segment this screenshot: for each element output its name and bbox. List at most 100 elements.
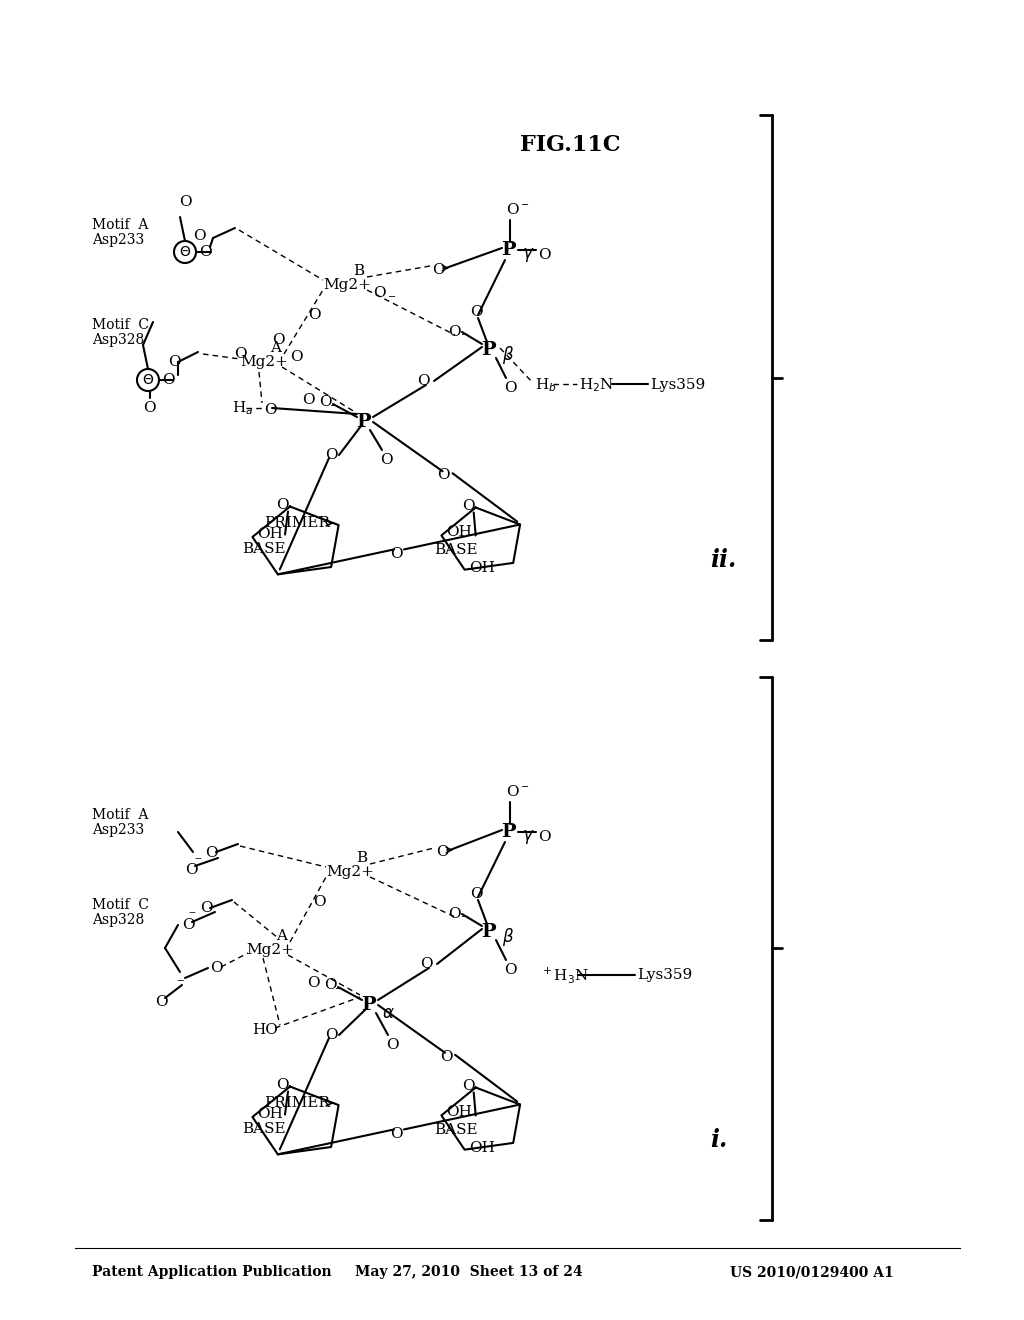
Text: P: P bbox=[501, 822, 516, 841]
Text: HO: HO bbox=[252, 1023, 278, 1038]
Text: O: O bbox=[234, 347, 247, 360]
Text: Asp233: Asp233 bbox=[92, 234, 144, 247]
Text: O: O bbox=[432, 263, 444, 277]
Text: O: O bbox=[185, 863, 198, 876]
Text: PRIMER: PRIMER bbox=[264, 516, 331, 531]
Text: $\Theta$: $\Theta$ bbox=[142, 374, 154, 387]
Text: Motif  C: Motif C bbox=[92, 318, 150, 333]
Text: P: P bbox=[356, 413, 371, 432]
Text: O: O bbox=[210, 961, 222, 975]
Text: O: O bbox=[313, 895, 326, 909]
Text: H$_a$: H$_a$ bbox=[232, 399, 253, 417]
Text: O: O bbox=[439, 1049, 453, 1064]
Text: OH: OH bbox=[257, 527, 284, 541]
Text: PRIMER: PRIMER bbox=[264, 1096, 331, 1110]
Text: OH: OH bbox=[470, 561, 496, 574]
Text: $^-$: $^-$ bbox=[518, 783, 529, 797]
Text: A: A bbox=[270, 341, 281, 355]
Text: P: P bbox=[481, 923, 496, 941]
Text: O: O bbox=[390, 1127, 402, 1142]
Text: O: O bbox=[437, 469, 450, 482]
Text: O: O bbox=[178, 195, 191, 209]
Text: O: O bbox=[504, 381, 517, 395]
Text: O: O bbox=[420, 957, 432, 972]
Text: O: O bbox=[506, 785, 518, 799]
Text: Lys359: Lys359 bbox=[650, 378, 706, 392]
Text: May 27, 2010  Sheet 13 of 24: May 27, 2010 Sheet 13 of 24 bbox=[355, 1265, 583, 1279]
Text: $^+$H$_3$N: $^+$H$_3$N bbox=[540, 965, 589, 985]
Text: Mg2+: Mg2+ bbox=[326, 865, 374, 879]
Text: O: O bbox=[264, 403, 276, 417]
Text: O: O bbox=[449, 907, 461, 921]
Text: O: O bbox=[168, 355, 180, 370]
Text: –: – bbox=[194, 851, 201, 865]
Text: P: P bbox=[481, 341, 496, 359]
Text: $^-$: $^-$ bbox=[518, 201, 529, 215]
Text: O: O bbox=[324, 978, 337, 993]
Text: $\gamma$: $\gamma$ bbox=[522, 828, 535, 846]
Text: $\beta$: $\beta$ bbox=[502, 345, 514, 366]
Text: Motif  A: Motif A bbox=[92, 808, 148, 822]
Text: Asp233: Asp233 bbox=[92, 822, 144, 837]
Text: O: O bbox=[506, 203, 518, 216]
Text: BASE: BASE bbox=[243, 1122, 286, 1135]
Text: $^-$: $^-$ bbox=[327, 403, 338, 416]
Text: $^-$: $^-$ bbox=[458, 913, 469, 927]
Text: Asp328: Asp328 bbox=[92, 333, 144, 347]
Text: $\gamma$: $\gamma$ bbox=[522, 246, 535, 264]
Text: A: A bbox=[276, 929, 287, 942]
Text: P: P bbox=[501, 242, 516, 259]
Text: H$_2$N: H$_2$N bbox=[579, 376, 614, 393]
Text: O: O bbox=[538, 248, 551, 261]
Text: O: O bbox=[417, 374, 430, 388]
Text: O: O bbox=[290, 350, 303, 364]
Text: $\alpha$: $\alpha$ bbox=[382, 1005, 394, 1022]
Text: O: O bbox=[200, 902, 213, 915]
Text: O: O bbox=[272, 333, 285, 347]
Text: O: O bbox=[308, 308, 321, 322]
Text: $\beta$: $\beta$ bbox=[502, 927, 514, 948]
Text: O: O bbox=[162, 374, 175, 387]
Text: O: O bbox=[325, 447, 338, 462]
Text: O: O bbox=[386, 1038, 398, 1052]
Text: O: O bbox=[143, 401, 156, 414]
Text: B: B bbox=[356, 851, 368, 865]
Text: $^-$: $^-$ bbox=[458, 331, 469, 345]
Text: O: O bbox=[319, 395, 332, 409]
Text: FIG.11C: FIG.11C bbox=[520, 135, 621, 156]
Text: O: O bbox=[380, 453, 392, 467]
Text: O: O bbox=[462, 499, 474, 512]
Text: O: O bbox=[436, 845, 449, 859]
Text: BASE: BASE bbox=[434, 543, 477, 557]
Text: $\Theta$: $\Theta$ bbox=[179, 246, 191, 259]
Text: OH: OH bbox=[470, 1140, 496, 1155]
Text: $^-$: $^-$ bbox=[332, 985, 343, 999]
Text: –: – bbox=[176, 973, 183, 987]
Text: $^-$: $^-$ bbox=[385, 293, 396, 308]
Text: BASE: BASE bbox=[434, 1122, 477, 1137]
Text: O: O bbox=[449, 325, 461, 339]
Text: O: O bbox=[193, 228, 206, 243]
Text: Asp328: Asp328 bbox=[92, 913, 144, 927]
Text: Mg2+: Mg2+ bbox=[323, 279, 371, 292]
Text: ii.: ii. bbox=[710, 548, 736, 572]
Text: OH: OH bbox=[257, 1107, 284, 1121]
Text: B: B bbox=[353, 264, 365, 279]
Text: O: O bbox=[325, 1028, 338, 1041]
Text: O: O bbox=[276, 1077, 289, 1092]
Text: OH: OH bbox=[446, 1105, 472, 1119]
Text: O: O bbox=[538, 830, 551, 843]
Text: Mg2+: Mg2+ bbox=[240, 355, 288, 370]
Text: Motif  A: Motif A bbox=[92, 218, 148, 232]
Text: O: O bbox=[307, 975, 319, 990]
Text: BASE: BASE bbox=[243, 541, 286, 556]
Text: Patent Application Publication: Patent Application Publication bbox=[92, 1265, 332, 1279]
Text: Motif  C: Motif C bbox=[92, 898, 150, 912]
Text: US 2010/0129400 A1: US 2010/0129400 A1 bbox=[730, 1265, 894, 1279]
Text: OH: OH bbox=[446, 525, 472, 540]
Text: O: O bbox=[373, 286, 386, 300]
Text: O: O bbox=[276, 498, 289, 512]
Text: O: O bbox=[470, 305, 482, 319]
Text: O: O bbox=[205, 846, 218, 861]
Text: O: O bbox=[182, 917, 195, 932]
